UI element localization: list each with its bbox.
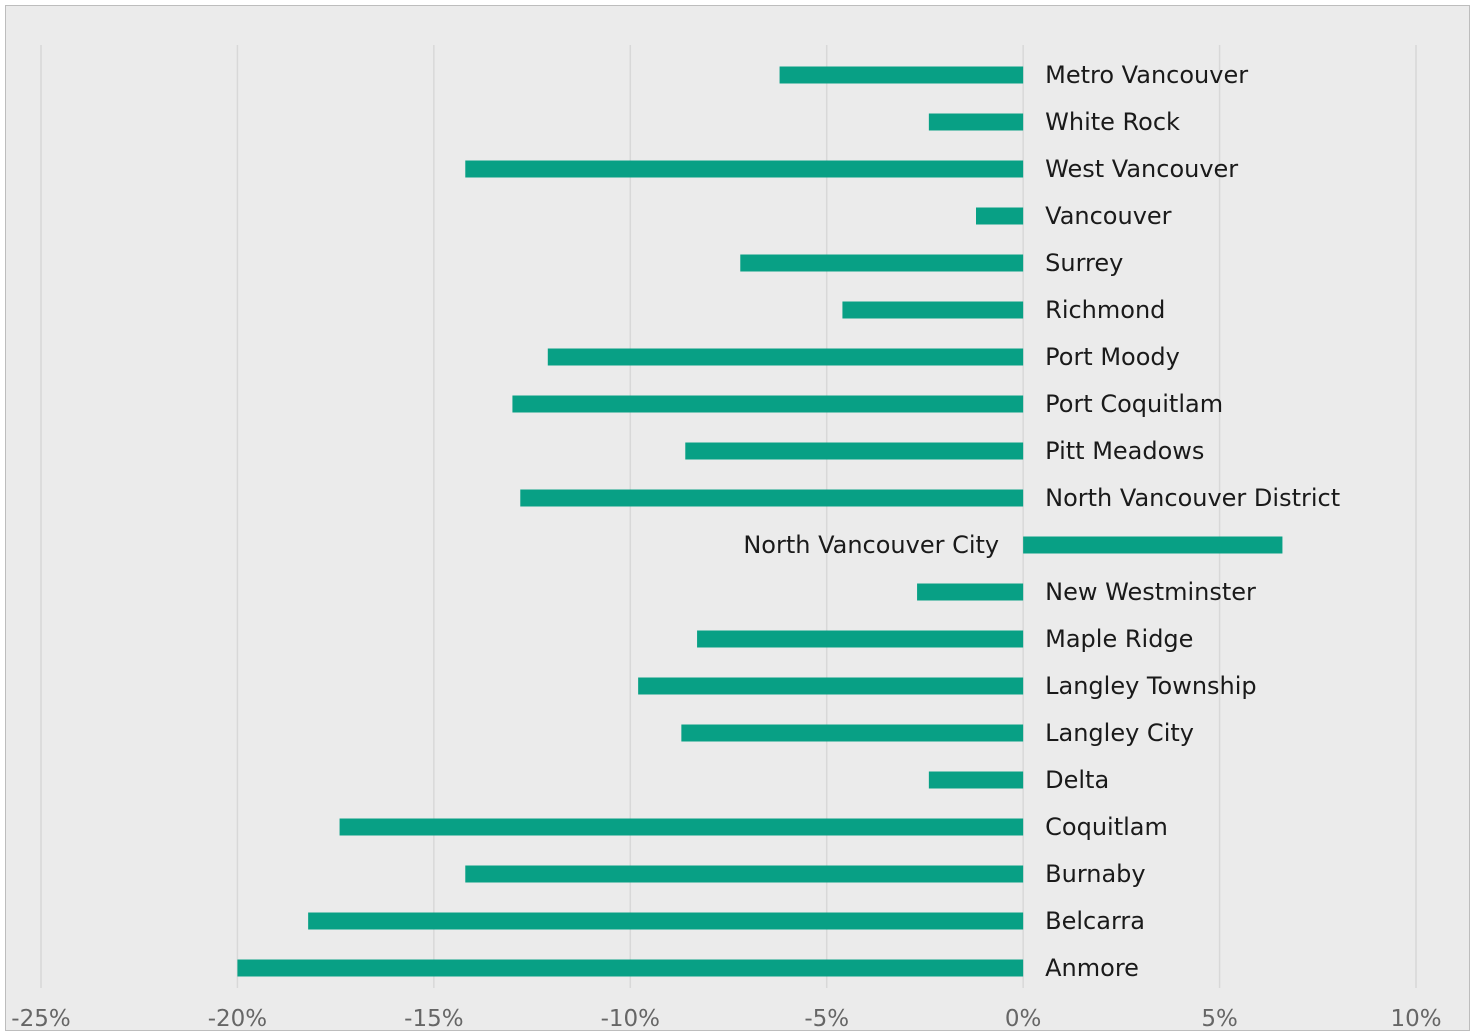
category-label: Maple Ridge (1045, 625, 1193, 653)
category-label: Surrey (1045, 249, 1123, 277)
category-label: New Westminster (1045, 578, 1256, 606)
bar (237, 959, 1024, 977)
category-label: Belcarra (1045, 907, 1145, 935)
bar (308, 912, 1024, 930)
bar (512, 395, 1024, 413)
category-label: North Vancouver City (743, 531, 999, 559)
category-label: Port Moody (1045, 343, 1180, 371)
bar (779, 66, 1024, 84)
bar (465, 160, 1024, 178)
category-label: Anmore (1045, 954, 1139, 982)
bar (638, 677, 1024, 695)
bar (547, 348, 1024, 366)
category-label: Metro Vancouver (1045, 61, 1248, 89)
category-label: Langley City (1045, 719, 1194, 747)
category-label: Delta (1045, 766, 1109, 794)
x-tick-label: -20% (208, 1006, 267, 1032)
category-label: North Vancouver District (1045, 484, 1340, 512)
bar (339, 818, 1024, 836)
category-labels: Metro Vancouver White Rock West Vancouver V… (743, 61, 1340, 982)
x-tick-label: 5% (1201, 1006, 1238, 1032)
category-label: White Rock (1045, 108, 1180, 136)
bar (976, 207, 1024, 225)
bar (697, 630, 1024, 648)
bar (520, 489, 1024, 507)
bar (928, 771, 1024, 789)
bar (681, 724, 1024, 742)
category-label: Burnaby (1045, 860, 1145, 888)
grid-lines (40, 45, 1417, 988)
bars (237, 66, 1283, 977)
x-tick-label: -10% (601, 1006, 660, 1032)
x-tick-label: -25% (11, 1006, 70, 1032)
bar (917, 583, 1024, 601)
bar (465, 865, 1024, 883)
x-tick-label: -15% (404, 1006, 463, 1032)
x-tick-label: 10% (1390, 1006, 1441, 1032)
bar (842, 301, 1024, 319)
bar (1023, 536, 1283, 554)
category-label: Richmond (1045, 296, 1165, 324)
bar (740, 254, 1024, 272)
x-tick-label: -5% (804, 1006, 849, 1032)
category-label: Vancouver (1045, 202, 1172, 230)
x-axis-tick-labels: -25% -20% -15% -10% -5% 0% 5% 10% (11, 1006, 1441, 1032)
bar (685, 442, 1024, 460)
category-label: Coquitlam (1045, 813, 1168, 841)
category-label: West Vancouver (1045, 155, 1238, 183)
category-label: Pitt Meadows (1045, 437, 1204, 465)
bar (928, 113, 1024, 131)
category-label: Port Coquitlam (1045, 390, 1223, 418)
x-tick-label: 0% (1005, 1006, 1042, 1032)
category-label: Langley Township (1045, 672, 1257, 700)
